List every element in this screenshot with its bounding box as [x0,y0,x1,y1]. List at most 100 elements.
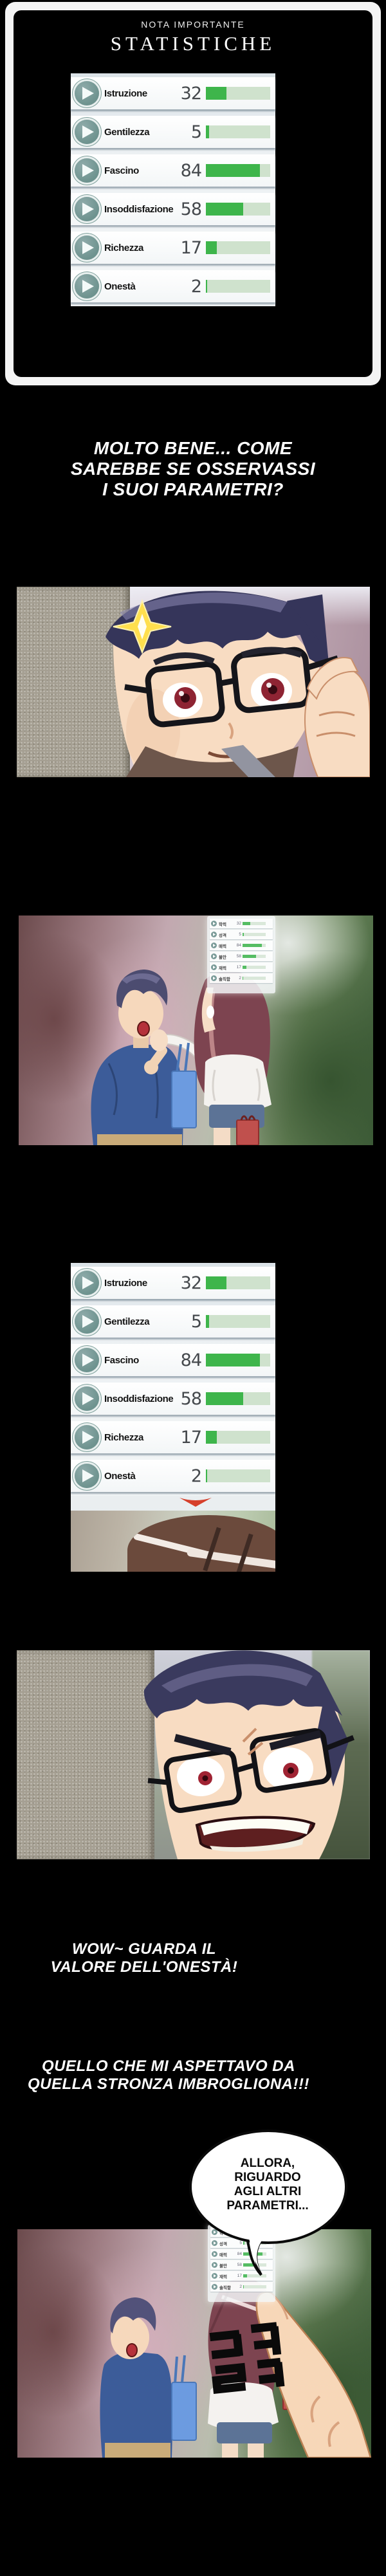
play-icon[interactable] [75,197,99,221]
mini-stat-value: 17 [236,965,241,970]
stat-bar-fill [206,125,209,138]
panel-angry-face [17,1650,370,1859]
stat-row: Insoddisfazione 58 [71,193,275,225]
stat-row: Fascino 84 [71,1344,275,1376]
stat-label: Richezza [104,1431,143,1443]
stat-bar-fill [206,1276,226,1289]
play-icon[interactable] [75,1309,99,1334]
mini-play-icon[interactable] [212,2240,217,2246]
note-title: STATISTICHE [110,32,276,55]
mini-play-icon[interactable] [211,953,217,959]
stat-row: Richezza 17 [71,232,275,264]
bubble-line: AGLI ALTRI [234,2185,302,2198]
play-triangle-icon [82,1276,94,1289]
mini-stat-label: 매력 [219,2252,227,2258]
play-triangle-icon [82,87,94,100]
play-icon[interactable] [75,274,99,299]
mini-play-icon[interactable] [212,2284,217,2290]
mini-play-icon[interactable] [212,2262,217,2268]
concrete-wall [17,1650,154,1859]
mini-stat-row: 매력 84 [210,941,273,950]
mini-stat-bar [243,976,266,980]
play-icon[interactable] [75,120,99,144]
play-triangle-icon [82,1354,94,1366]
play-triangle-icon [82,1431,94,1444]
play-icon[interactable] [75,1464,99,1488]
stat-value: 17 [180,1427,202,1448]
mini-stat-bar-fill [243,965,247,970]
stat-label: Insoddisfazione [104,203,174,215]
speech-bubble [189,2130,347,2276]
play-icon[interactable] [75,1348,99,1372]
mini-stat-bar [243,932,266,937]
mini-play-icon[interactable] [211,964,217,970]
play-icon[interactable] [75,1271,99,1295]
narration-line: VALORE DELL'ONESTÀ! [50,1958,238,1976]
mini-play-icon[interactable] [212,2229,217,2235]
play-icon[interactable] [75,1425,99,1449]
stats-panel-repeat-wrap: Istruzione 32 Gentilezza 5 Fascino 84 In… [71,1263,275,1572]
mini-stat-bar [243,921,266,926]
mini-stat-bar-fill [243,2274,248,2278]
mini-stat-label: 성격 [219,2241,227,2247]
mini-stat-row: 불만 58 [210,952,273,961]
red-chevron-down-icon [179,1498,212,1507]
mini-play-icon[interactable] [211,975,217,981]
play-triangle-icon [82,125,94,138]
mini-play-icon[interactable] [211,932,217,937]
note-kicker: NOTA IMPORTANTE [141,19,245,30]
play-icon[interactable] [75,158,99,183]
stat-bar-track [206,203,270,216]
panel-c-art [143,1650,354,1859]
mini-play-icon[interactable] [211,921,217,926]
mini-stat-bar-fill [243,932,244,937]
stat-value: 58 [180,1388,202,1409]
mini-stat-value: 32 [236,921,241,926]
play-icon[interactable] [75,81,99,106]
concrete-wall [17,587,130,777]
mini-stat-row: 재력 17 [210,2271,273,2281]
stat-bar-fill [206,241,217,254]
speech-bubble-text: ALLORA, RIGUARDO AGLI ALTRI PARAMETRI... [185,2157,350,2213]
play-triangle-icon [82,1469,94,1482]
stat-value: 58 [180,199,202,219]
bubble-line: ALLORA, [240,2157,295,2170]
stat-bar-track [206,164,270,177]
stat-row: Onestà 2 [71,1460,275,1492]
stat-label: Istruzione [104,1277,147,1289]
stat-bar-fill [206,1315,209,1328]
stats-panel-main: Istruzione 32 Gentilezza 5 Fascino 84 In… [71,73,275,306]
mini-stat-label: 불만 [219,2263,227,2268]
mini-play-icon[interactable] [211,943,217,948]
mini-play-icon[interactable] [212,2251,217,2257]
narration-line: MOLTO BENE... COME [93,438,293,458]
stat-row: Gentilezza 5 [71,1305,275,1338]
stat-row: Insoddisfazione 58 [71,1383,275,1415]
panel-street-couple: 학력 32 성격 5 매력 84 불만 58 재력 17 솔직함 2 [19,915,373,1145]
stat-value: 84 [180,1350,202,1370]
panel-b-art [91,970,271,1145]
stat-row: Gentilezza 5 [71,116,275,148]
panel-glasses-sparkle [17,587,370,777]
stat-bar-fill [206,1469,207,1482]
stat-value: 5 [190,122,202,142]
sfx-strokes [209,2322,285,2395]
mini-stat-label: 솔직함 [219,2285,231,2290]
stat-bar-track [206,1392,270,1405]
panel-d-art [100,2277,371,2458]
mini-stat-label: 재력 [219,966,226,971]
stat-value: 2 [190,1466,202,1486]
mini-stat-bar-fill [243,2241,244,2245]
play-icon[interactable] [75,1386,99,1411]
mini-stat-bar-fill [243,2285,244,2289]
mini-stat-label: 솔직함 [219,977,230,982]
stat-bar-track [206,125,270,138]
play-triangle-icon [82,203,94,216]
mini-play-icon[interactable] [212,2273,217,2279]
stat-bar-fill [206,87,226,100]
play-icon[interactable] [75,235,99,260]
mini-stat-value: 2 [239,976,241,980]
stat-label: Fascino [104,1354,139,1366]
mini-stat-label: 학력 [219,922,226,927]
